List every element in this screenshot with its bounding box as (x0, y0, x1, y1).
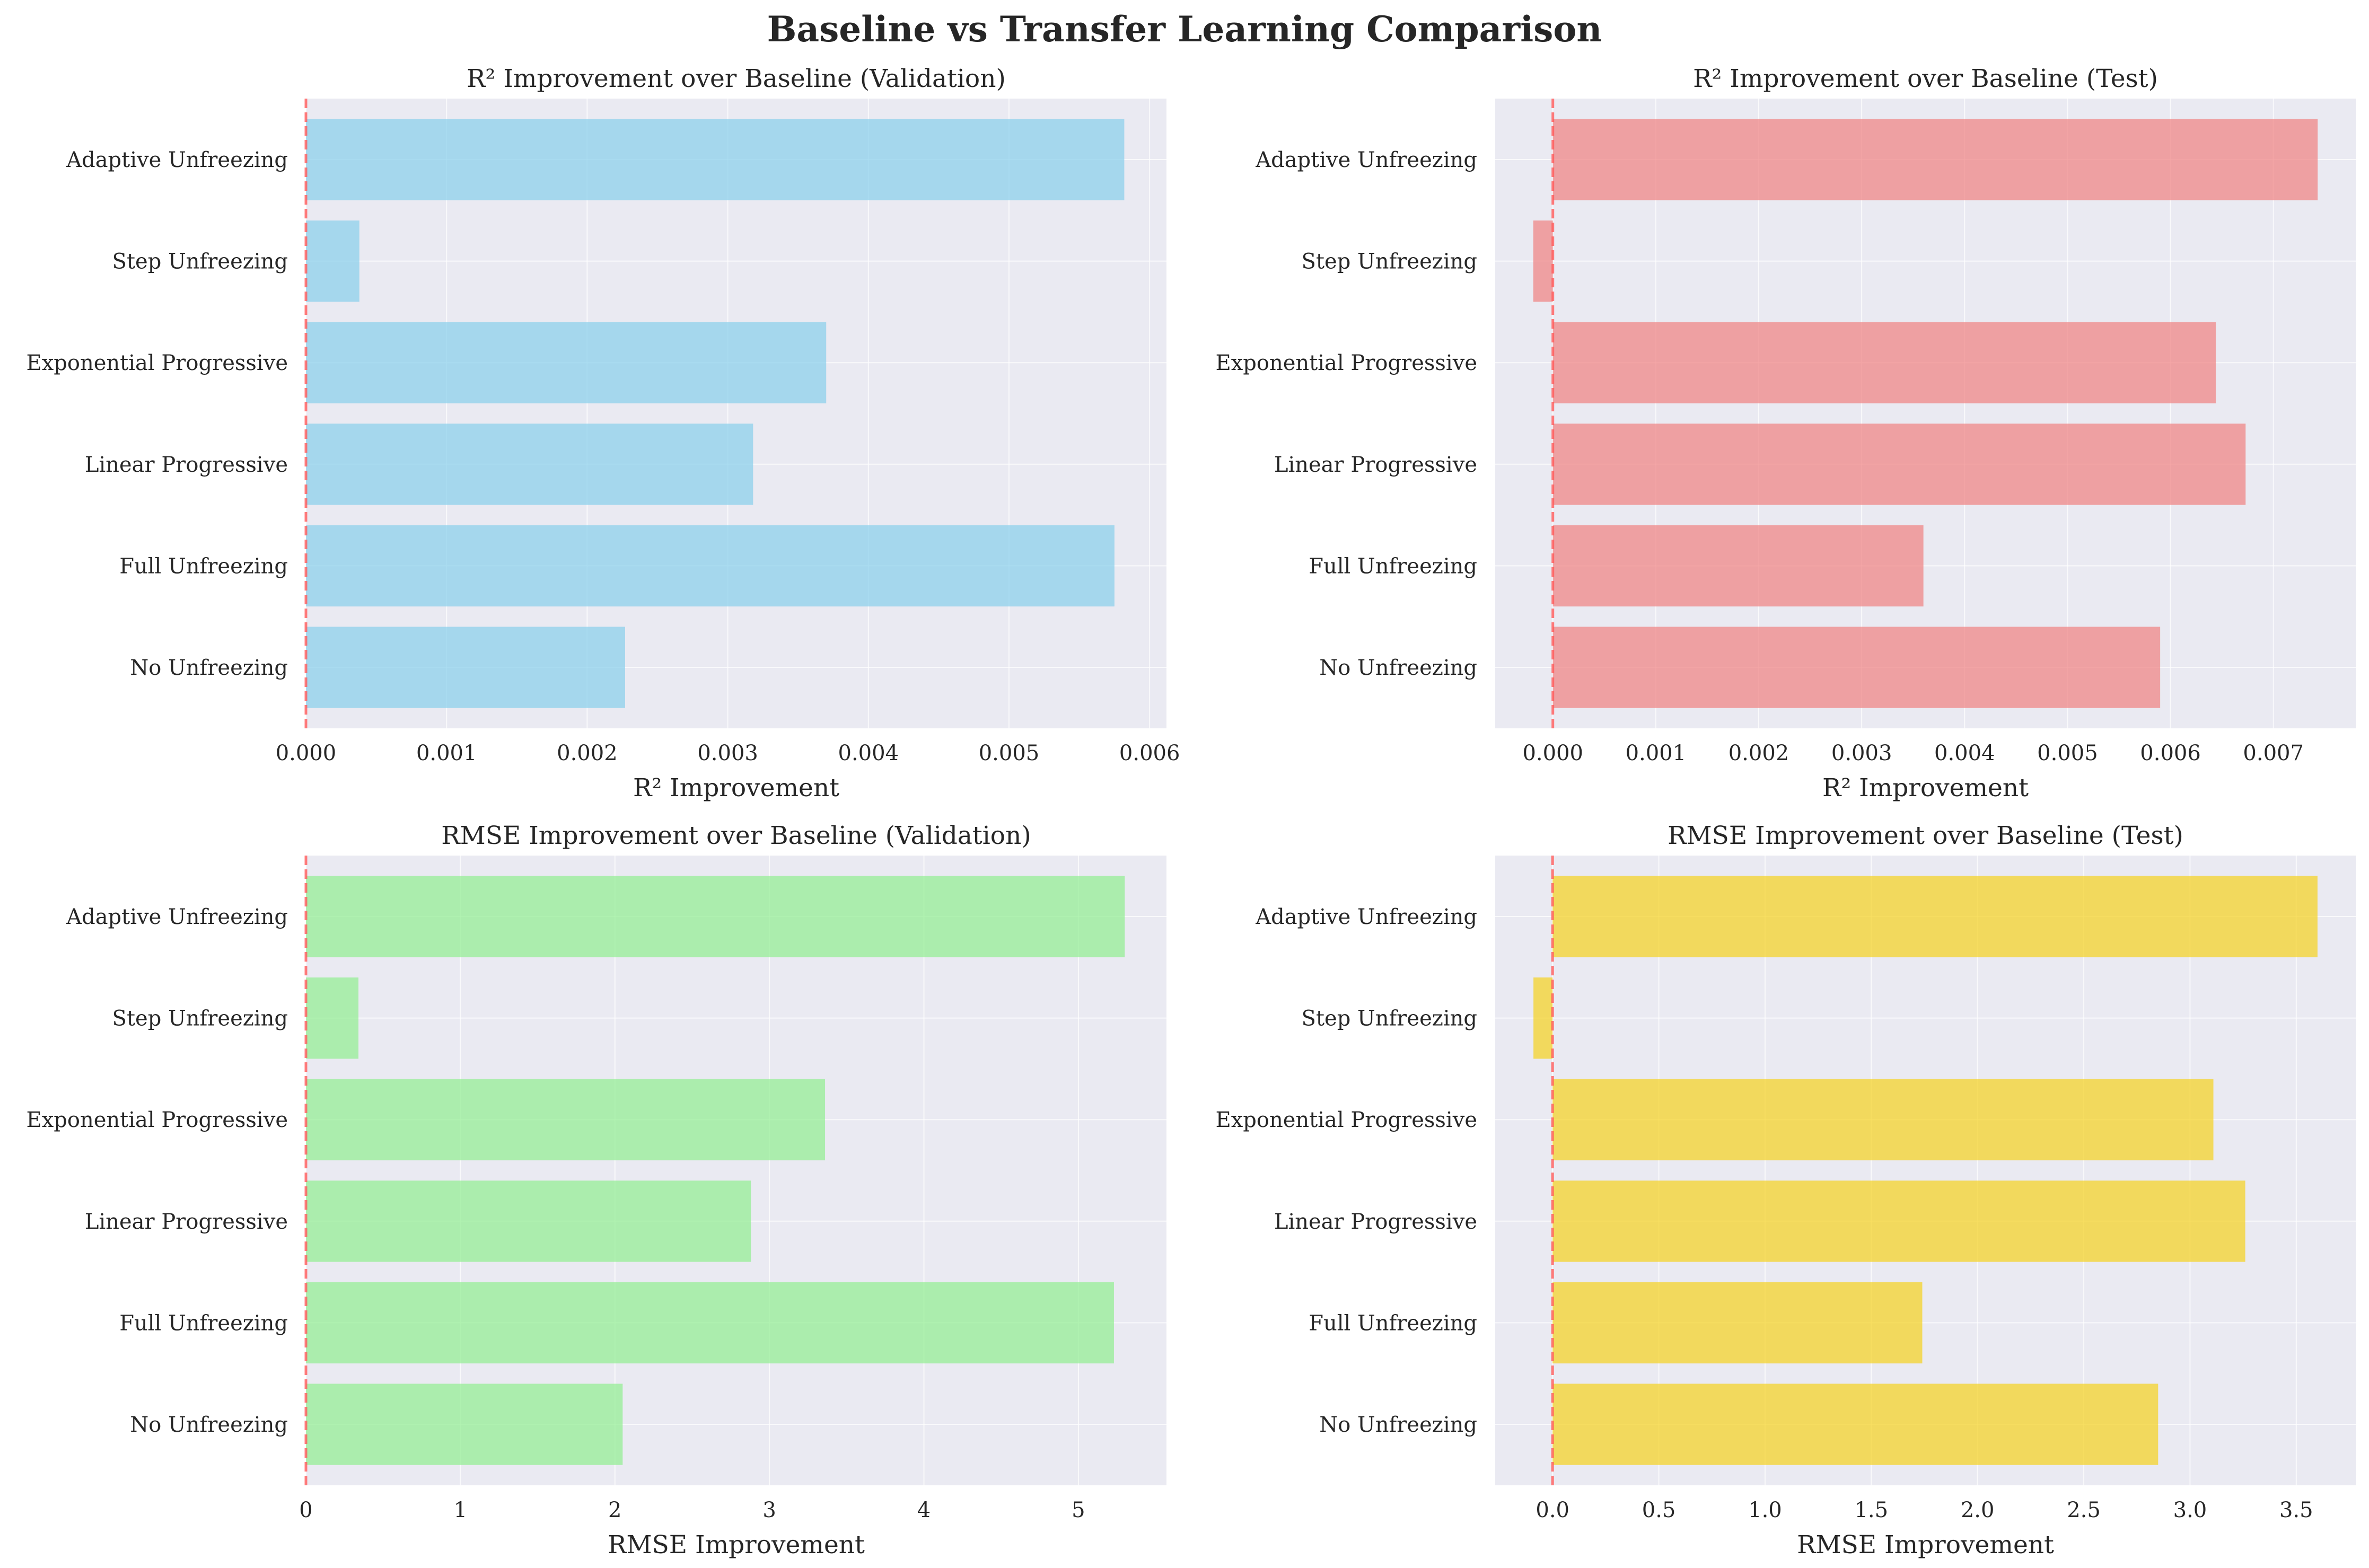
y-tick-label: No Unfreezing (130, 1413, 288, 1437)
bar-step-unfreezing (1533, 220, 1553, 302)
x-tick-label: 0.006 (2140, 741, 2201, 765)
chart-title: R² Improvement over Baseline (Validation… (467, 64, 1006, 93)
y-tick-label: No Unfreezing (130, 656, 288, 680)
x-tick-label: 0.003 (697, 741, 758, 765)
x-tick-label: 1 (454, 1498, 467, 1522)
bar-no-unfreezing (1552, 1384, 2159, 1465)
x-tick-label: 0.002 (557, 741, 618, 765)
y-tick-label: No Unfreezing (1319, 1413, 1477, 1437)
y-tick-label: Linear Progressive (85, 1210, 288, 1234)
bar-exponential-progressive (306, 322, 827, 403)
y-tick-label: Full Unfreezing (1309, 554, 1477, 578)
y-tick-label: Step Unfreezing (1302, 1007, 1477, 1031)
chart-title: RMSE Improvement over Baseline (Validati… (441, 821, 1031, 850)
chart-title: R² Improvement over Baseline (Test) (1693, 64, 2158, 93)
bar-no-unfreezing (306, 1384, 623, 1465)
x-tick-label: 0.007 (2243, 741, 2304, 765)
bar-exponential-progressive (1552, 1079, 2214, 1160)
plot-area (306, 856, 1166, 1485)
bar-full-unfreezing (1552, 1282, 1923, 1364)
y-tick-label: Adaptive Unfreezing (1255, 148, 1477, 172)
y-tick-label: Linear Progressive (1274, 1210, 1477, 1234)
x-tick-label: 0.000 (276, 741, 337, 765)
x-tick-label: 1.0 (1748, 1498, 1782, 1522)
x-tick-label: 5 (1072, 1498, 1085, 1522)
x-tick-label: 0.001 (416, 741, 477, 765)
x-tick-label: 3 (762, 1498, 776, 1522)
x-tick-label: 2.5 (2067, 1498, 2101, 1522)
bar-full-unfreezing (1552, 525, 1924, 607)
y-tick-label: Exponential Progressive (27, 351, 288, 375)
x-tick-label: 4 (917, 1498, 931, 1522)
y-tick-label: Adaptive Unfreezing (66, 905, 288, 929)
bar-no-unfreezing (1552, 627, 2161, 708)
y-tick-label: Linear Progressive (1274, 453, 1477, 477)
x-tick-label: 0.0 (1536, 1498, 1569, 1522)
y-tick-label: Step Unfreezing (112, 250, 288, 274)
x-tick-label: 0.003 (1831, 741, 1892, 765)
x-tick-label: 2.0 (1961, 1498, 1995, 1522)
bar-linear-progressive (306, 1181, 751, 1262)
x-tick-label: 1.5 (1854, 1498, 1888, 1522)
bar-no-unfreezing (306, 627, 625, 708)
y-tick-label: Adaptive Unfreezing (1255, 905, 1477, 929)
x-tick-label: 3.0 (2173, 1498, 2207, 1522)
y-tick-label: Exponential Progressive (27, 1108, 288, 1132)
x-tick-label: 0.005 (2037, 741, 2098, 765)
x-axis-label: RMSE Improvement (608, 1530, 865, 1560)
x-axis-label: R² Improvement (1822, 773, 2029, 803)
y-tick-label: Exponential Progressive (1216, 351, 1478, 375)
bar-exponential-progressive (306, 1079, 826, 1160)
bar-linear-progressive (1552, 1181, 2245, 1262)
chart-panel-4: No Unfreezing Full Unfreezing Linear Progr… (1216, 821, 2356, 1560)
plot-area (1495, 99, 2356, 728)
bar-step-unfreezing (306, 977, 359, 1059)
bar-adaptive-unfreezing (306, 119, 1125, 200)
x-tick-label: 0.006 (1119, 741, 1180, 765)
y-tick-label: Exponential Progressive (1216, 1108, 1478, 1132)
bar-step-unfreezing (306, 220, 359, 302)
x-axis-label: R² Improvement (633, 773, 839, 803)
x-tick-label: 0.001 (1626, 741, 1687, 765)
bar-step-unfreezing (1533, 977, 1553, 1059)
bar-linear-progressive (306, 424, 753, 505)
figure-title: Baseline vs Transfer Learning Comparison (767, 8, 1602, 50)
y-tick-label: Full Unfreezing (1309, 1311, 1477, 1335)
y-tick-label: Step Unfreezing (1302, 250, 1477, 274)
bar-adaptive-unfreezing (1552, 119, 2318, 200)
x-axis-label: RMSE Improvement (1797, 1530, 2054, 1560)
x-tick-label: 0 (299, 1498, 312, 1522)
x-tick-label: 0.5 (1642, 1498, 1676, 1522)
x-tick-label: 2 (608, 1498, 621, 1522)
bar-adaptive-unfreezing (1552, 876, 2318, 957)
x-tick-label: 0.004 (838, 741, 899, 765)
y-tick-label: Linear Progressive (85, 453, 288, 477)
y-tick-label: Full Unfreezing (119, 554, 288, 578)
chart-panel-1: No Unfreezing Full Unfreezing Linear Progr… (27, 64, 1180, 803)
plot-area (306, 99, 1166, 728)
x-tick-label: 3.5 (2279, 1498, 2313, 1522)
chart-panel-2: No Unfreezing Full Unfreezing Linear Progr… (1216, 64, 2356, 803)
y-tick-label: No Unfreezing (1319, 656, 1477, 680)
y-tick-label: Step Unfreezing (112, 1007, 288, 1031)
y-tick-label: Adaptive Unfreezing (66, 148, 288, 172)
plot-area (1495, 856, 2356, 1485)
y-tick-label: Full Unfreezing (119, 1311, 288, 1335)
x-tick-label: 0.005 (979, 741, 1040, 765)
chart-title: RMSE Improvement over Baseline (Test) (1668, 821, 2183, 850)
x-tick-label: 0.000 (1522, 741, 1583, 765)
bar-exponential-progressive (1552, 322, 2216, 403)
bar-adaptive-unfreezing (306, 876, 1125, 957)
bar-full-unfreezing (306, 525, 1115, 607)
chart-panel-3: No Unfreezing Full Unfreezing Linear Progr… (27, 821, 1166, 1560)
bar-full-unfreezing (306, 1282, 1114, 1364)
x-tick-label: 0.002 (1729, 741, 1789, 765)
bar-linear-progressive (1552, 424, 2246, 505)
x-tick-label: 0.004 (1934, 741, 1995, 765)
